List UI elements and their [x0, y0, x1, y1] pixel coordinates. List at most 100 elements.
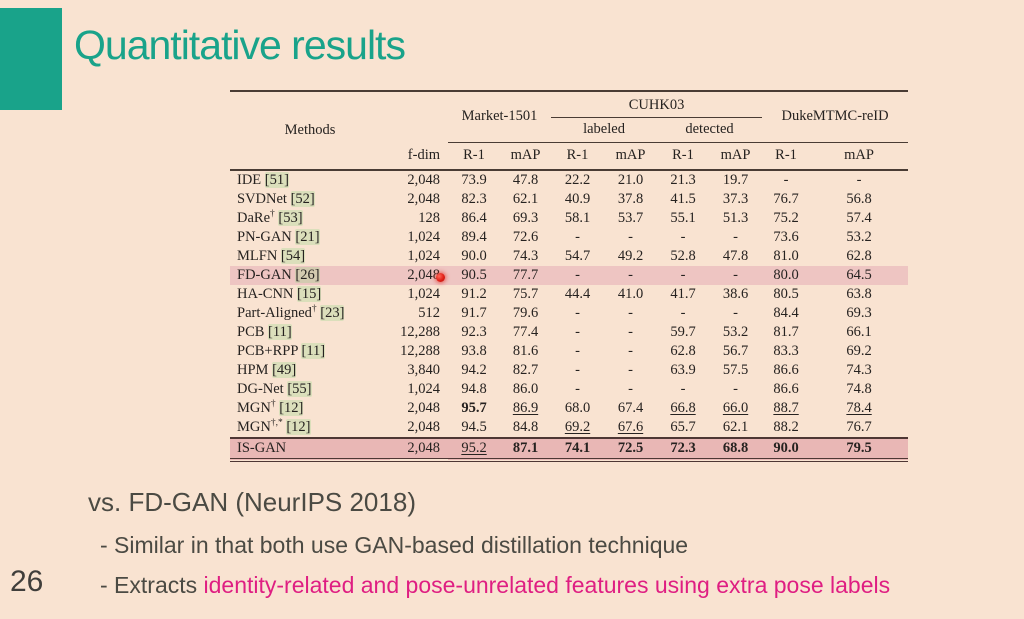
metric-value: 74.1 — [551, 437, 605, 462]
metric-value: 72.6 — [512, 229, 539, 245]
citation: [12] — [286, 419, 311, 435]
metric-value: 86.6 — [773, 381, 799, 397]
method-name: IDE [51] — [237, 172, 289, 188]
metric-value: - — [575, 229, 580, 245]
metric-value: 75.2 — [773, 210, 799, 226]
metric-value: 92.3 — [461, 324, 487, 340]
metric-value: 88.7 — [773, 400, 799, 416]
col-header-detected-r1: R-1 — [657, 142, 710, 171]
metric-value: 38.6 — [722, 286, 749, 302]
table-row-is-gan: IS-GAN 2,048 95.2 87.1 74.1 72.5 72.3 68.8 90.0 7… — [230, 437, 909, 462]
col-group-cuhk03: CUHK03 — [551, 90, 763, 118]
metric-value: 63.8 — [846, 286, 872, 302]
method-name: DaRe† [53] — [237, 209, 303, 226]
table-row-pn-gan: PN-GAN [21] 1,024 89.4 72.6 - - - - 73.6 53.2 — [230, 228, 908, 247]
results-table-container: Methods Market-1501 CUHK03 DukeMTMC-reID… — [230, 90, 910, 462]
metric-value: 47.8 — [512, 172, 539, 188]
table-row-mgn: MGN†,* [12] 2,048 94.5 84.8 69.2 67.6 65.7 62.1… — [230, 418, 908, 438]
note-bullet-extracts: - Extracts identity-related and pose-unr… — [100, 572, 890, 599]
metric-value: 84.8 — [512, 419, 539, 435]
method-name: MGN†,* [12] — [237, 418, 311, 435]
metric-value: 53.7 — [617, 210, 644, 226]
metric-value: 77.7 — [500, 266, 552, 285]
metric-value: 49.2 — [617, 248, 644, 264]
metric-value: 56.7 — [722, 343, 749, 359]
fdim-value: 2,048 — [407, 172, 440, 188]
metric-value: 73.9 — [461, 172, 487, 188]
metric-value: 52.8 — [670, 248, 696, 264]
method-name: MGN† [12] — [237, 399, 304, 416]
metric-value: - — [551, 266, 605, 285]
col-sub-labeled: labeled — [551, 117, 658, 143]
metric-value: 40.9 — [564, 191, 591, 207]
metric-value: 90.0 — [461, 248, 487, 264]
metric-value: 86.6 — [773, 362, 799, 378]
table-row-mgn: MGN† [12] 2,048 95.7 86.9 68.0 67.4 66.8 66.0 88… — [230, 399, 908, 418]
metric-value: - — [575, 362, 580, 378]
col-group-market-1501: Market-1501 — [448, 90, 552, 143]
col-header-fdim-spacer — [390, 90, 448, 142]
method-name: SVDNet [52] — [237, 191, 315, 207]
metric-value: 53.2 — [722, 324, 749, 340]
method-name: MLFN [54] — [237, 248, 306, 264]
col-header-detected-map: mAP — [709, 142, 763, 171]
metric-value: 22.2 — [564, 172, 591, 188]
metric-value: 95.2 — [448, 437, 500, 462]
metric-value: - — [783, 172, 789, 188]
citation: [12] — [279, 400, 304, 416]
fdim-value: 12,288 — [400, 324, 440, 340]
metric-value: 75.7 — [512, 286, 539, 302]
metric-value: 80.0 — [762, 266, 811, 285]
slide-title: Quantitative results — [74, 22, 406, 68]
metric-value: 95.7 — [461, 400, 487, 416]
table-row-mlfn: MLFN [54] 1,024 90.0 74.3 54.7 49.2 52.8 47.8 81… — [230, 247, 908, 266]
table-row-pcb: PCB [11] 12,288 92.3 77.4 - - 59.7 53.2 81.7 66.1 — [230, 323, 908, 342]
metric-value: 55.1 — [670, 210, 696, 226]
metric-value: - — [680, 305, 686, 321]
fdim-value: 512 — [418, 305, 440, 321]
fdim-value: 3,840 — [407, 362, 440, 378]
citation: [55] — [287, 381, 312, 397]
metric-value: - — [856, 172, 862, 188]
metric-value: 57.4 — [846, 210, 872, 226]
method-name: IS-GAN — [230, 437, 390, 462]
metric-value: 88.2 — [773, 419, 799, 435]
fdim-value: 1,024 — [407, 286, 440, 302]
metric-value: 47.8 — [722, 248, 749, 264]
col-header-market-map: mAP — [500, 142, 552, 171]
method-name: HPM [49] — [237, 362, 297, 378]
results-table: Methods Market-1501 CUHK03 DukeMTMC-reID… — [230, 90, 909, 462]
metric-value: 41.7 — [670, 286, 696, 302]
fdim-value: 12,288 — [400, 343, 440, 359]
metric-value: 62.1 — [512, 191, 539, 207]
metric-value: 91.7 — [461, 305, 487, 321]
note-bullet-extracts-highlight: identity-related and pose-unrelated feat… — [203, 572, 891, 598]
metric-value: 91.2 — [461, 286, 487, 302]
method-name: PCB [11] — [237, 324, 292, 340]
metric-value: 82.7 — [512, 362, 539, 378]
metric-value: - — [709, 266, 763, 285]
method-name: PCB+RPP [11] — [237, 343, 326, 359]
metric-value: 79.6 — [512, 305, 539, 321]
col-header-duke-map: mAP — [810, 142, 909, 171]
metric-value: 90.0 — [762, 437, 811, 462]
metric-value: - — [628, 343, 633, 359]
fdim-value: 1,024 — [407, 229, 440, 245]
metric-value: 62.1 — [722, 419, 749, 435]
metric-value: 76.7 — [846, 419, 872, 435]
metric-value: 78.4 — [846, 400, 872, 416]
table-row-svdnet: SVDNet [52] 2,048 82.3 62.1 40.9 37.8 41.5 37.3… — [230, 190, 908, 209]
laser-pointer-dot — [436, 273, 445, 282]
metric-value: 69.2 — [846, 343, 872, 359]
metric-value: 83.3 — [773, 343, 799, 359]
method-name: HA-CNN [15] — [237, 286, 322, 302]
fdim-value: 2,048 — [390, 437, 448, 462]
metric-value: 94.8 — [461, 381, 487, 397]
metric-value: 94.5 — [461, 419, 487, 435]
metric-value: 69.2 — [564, 419, 591, 435]
note-bullet-extracts-prefix: - Extracts — [100, 572, 204, 598]
metric-value: 41.0 — [617, 286, 644, 302]
table-row-ha-cnn: HA-CNN [15] 1,024 91.2 75.7 44.4 41.0 41.7 38.6… — [230, 285, 908, 304]
metric-value: - — [575, 381, 580, 397]
metric-value: - — [628, 324, 633, 340]
